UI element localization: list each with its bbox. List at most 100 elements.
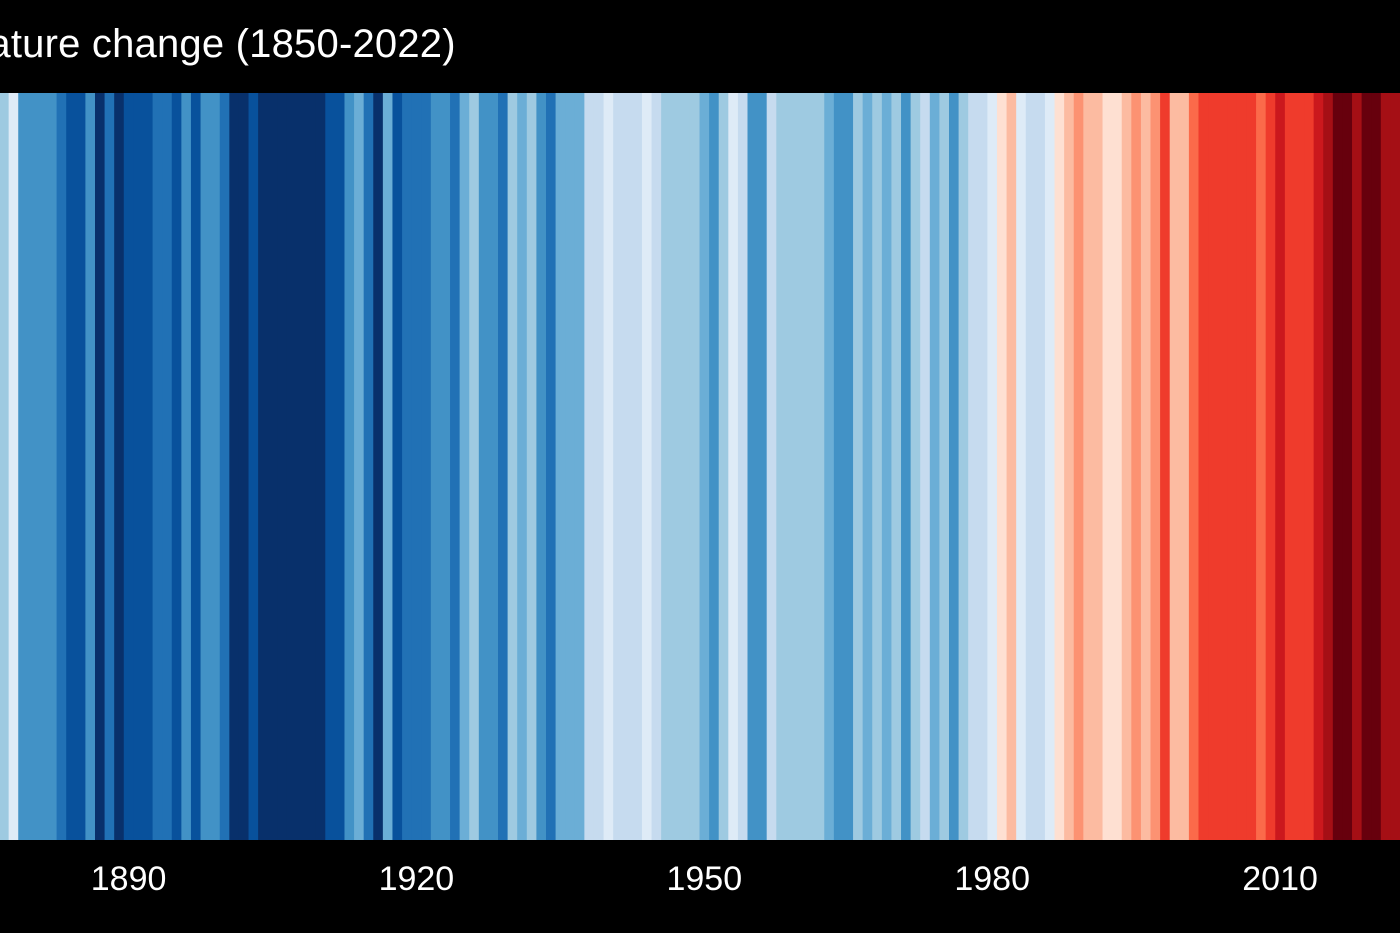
stripe-1975 — [939, 93, 950, 840]
stripe-1887 — [95, 93, 106, 840]
stripe-2009 — [1265, 93, 1276, 840]
stripe-1906 — [277, 93, 288, 840]
stripe-1959 — [785, 93, 797, 840]
stripe-1984 — [1025, 93, 1036, 840]
stripe-1889 — [114, 93, 125, 840]
stripe-1958 — [776, 93, 787, 840]
x-tick-label-1920: 1920 — [378, 860, 455, 898]
stripe-1979 — [977, 93, 988, 840]
stripe-2022 — [1390, 93, 1400, 840]
title-bar: perature change (1850-2022) — [0, 0, 1400, 93]
stripe-1992 — [1102, 93, 1113, 840]
stripe-1883 — [56, 93, 67, 840]
stripe-2017 — [1342, 93, 1353, 840]
x-tick-label-1950: 1950 — [666, 860, 743, 898]
stripe-1892 — [142, 93, 154, 840]
stripe-1912 — [334, 93, 346, 840]
stripe-1893 — [152, 93, 163, 840]
stripe-2019 — [1361, 93, 1372, 840]
stripe-1943 — [632, 93, 643, 840]
stripe-1895 — [171, 93, 182, 840]
stripe-1965 — [843, 93, 854, 840]
stripe-2008 — [1256, 93, 1267, 840]
stripe-1988 — [1064, 93, 1075, 840]
stripe-1884 — [66, 93, 77, 840]
stripe-1888 — [104, 93, 115, 840]
stripe-1921 — [421, 93, 432, 840]
stripe-1934 — [545, 93, 557, 840]
stripe-2020 — [1371, 93, 1382, 840]
x-tick-label-1890: 1890 — [90, 860, 167, 898]
stripe-1899 — [210, 93, 221, 840]
stripe-2004 — [1217, 93, 1228, 840]
stripe-1938 — [584, 93, 595, 840]
stripe-1978 — [968, 93, 979, 840]
stripe-1900 — [219, 93, 230, 840]
stripe-1940 — [603, 93, 614, 840]
stripe-1962 — [814, 93, 825, 840]
stripe-2003 — [1208, 93, 1219, 840]
stripe-1880 — [27, 93, 39, 840]
stripe-1997 — [1150, 93, 1161, 840]
stripe-1914 — [354, 93, 365, 840]
stripe-1907 — [286, 93, 298, 840]
stripe-1964 — [833, 93, 845, 840]
stripe-2002 — [1198, 93, 1209, 840]
stripe-1973 — [920, 93, 931, 840]
stripe-2000 — [1179, 93, 1190, 840]
stripe-1877 — [0, 93, 10, 840]
stripe-1885 — [75, 93, 87, 840]
stripe-1935 — [555, 93, 566, 840]
stripe-1966 — [853, 93, 864, 840]
stripe-1919 — [402, 93, 413, 840]
stripe-1926 — [469, 93, 480, 840]
stripe-1981 — [996, 93, 1008, 840]
stripe-1969 — [881, 93, 893, 840]
stripe-1937 — [574, 93, 585, 840]
stripe-1894 — [162, 93, 173, 840]
stripe-1949 — [689, 93, 701, 840]
stripe-2006 — [1236, 93, 1248, 840]
chart-title: perature change (1850-2022) — [0, 22, 456, 66]
stripe-1924 — [450, 93, 461, 840]
stripe-2014 — [1313, 93, 1324, 840]
stripe-1987 — [1054, 93, 1065, 840]
stripe-1994 — [1121, 93, 1132, 840]
stripe-1967 — [862, 93, 873, 840]
stripe-1953 — [728, 93, 739, 840]
stripe-1990 — [1083, 93, 1094, 840]
stripe-1977 — [958, 93, 969, 840]
warming-stripes — [0, 93, 1400, 840]
stripe-1896 — [181, 93, 192, 840]
stripe-1908 — [296, 93, 307, 840]
x-tick-label-1980: 1980 — [954, 860, 1031, 898]
stripe-1920 — [411, 93, 422, 840]
stripe-1902 — [238, 93, 250, 840]
stripe-2005 — [1227, 93, 1238, 840]
stripe-1968 — [872, 93, 883, 840]
stripe-1878 — [8, 93, 19, 840]
stripe-1989 — [1073, 93, 1084, 840]
stripe-1982 — [1006, 93, 1017, 840]
stripe-1996 — [1140, 93, 1152, 840]
stripe-1950 — [699, 93, 710, 840]
stripe-1970 — [891, 93, 902, 840]
stripe-1881 — [37, 93, 48, 840]
stripe-1923 — [440, 93, 451, 840]
stripe-1985 — [1035, 93, 1046, 840]
stripe-1886 — [85, 93, 96, 840]
stripe-1922 — [430, 93, 442, 840]
stripe-1942 — [622, 93, 633, 840]
stripe-1928 — [488, 93, 499, 840]
stripe-1957 — [766, 93, 777, 840]
stripe-1983 — [1016, 93, 1027, 840]
stripe-1882 — [47, 93, 58, 840]
stripe-2011 — [1284, 93, 1296, 840]
stripe-1929 — [498, 93, 509, 840]
stripe-1933 — [536, 93, 547, 840]
stripe-2001 — [1188, 93, 1200, 840]
stripe-1956 — [757, 93, 768, 840]
stripe-1952 — [718, 93, 729, 840]
stripe-2015 — [1323, 93, 1334, 840]
stripe-2013 — [1304, 93, 1315, 840]
